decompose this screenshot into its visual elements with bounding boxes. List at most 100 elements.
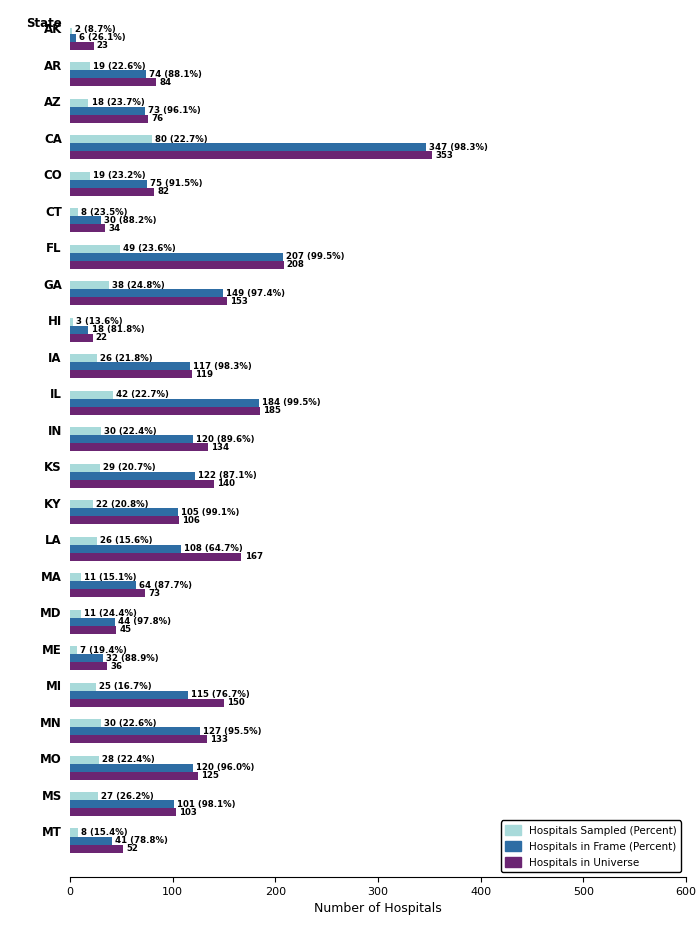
Text: GA: GA	[43, 279, 62, 292]
Text: 36: 36	[110, 661, 122, 671]
Bar	[70, 808, 176, 816]
Bar	[70, 654, 103, 662]
Text: 32 (88.9%): 32 (88.9%)	[106, 654, 159, 662]
Text: MD: MD	[41, 607, 62, 620]
Text: CA: CA	[44, 132, 62, 146]
Bar	[70, 545, 181, 552]
Text: 75 (91.5%): 75 (91.5%)	[150, 179, 202, 188]
Text: KY: KY	[44, 497, 62, 510]
Bar	[70, 844, 123, 853]
Text: MI: MI	[46, 680, 62, 693]
Bar	[70, 34, 76, 42]
Bar	[70, 106, 145, 115]
Text: 6 (26.1%): 6 (26.1%)	[79, 34, 126, 42]
Text: MN: MN	[40, 717, 62, 730]
Text: 45: 45	[119, 625, 132, 634]
Bar	[70, 500, 92, 508]
Bar	[70, 508, 178, 516]
Text: 26 (21.8%): 26 (21.8%)	[100, 354, 153, 363]
Text: 127 (95.5%): 127 (95.5%)	[204, 727, 262, 735]
Text: 8 (23.5%): 8 (23.5%)	[81, 208, 128, 216]
Bar	[70, 407, 260, 415]
Text: 76: 76	[151, 115, 163, 123]
Bar	[70, 260, 284, 269]
Bar	[70, 78, 156, 87]
Bar	[70, 115, 148, 123]
Text: 80 (22.7%): 80 (22.7%)	[155, 134, 208, 144]
Text: 3 (13.6%): 3 (13.6%)	[76, 317, 122, 327]
Text: 30 (88.2%): 30 (88.2%)	[104, 216, 156, 225]
Text: 18 (23.7%): 18 (23.7%)	[92, 98, 144, 107]
Text: 115 (76.7%): 115 (76.7%)	[191, 690, 250, 699]
Bar	[70, 398, 259, 407]
Text: 73 (96.1%): 73 (96.1%)	[148, 106, 201, 116]
Text: 134: 134	[211, 443, 229, 452]
Text: 101 (98.1%): 101 (98.1%)	[177, 800, 235, 809]
Text: 120 (89.6%): 120 (89.6%)	[196, 435, 255, 444]
Bar	[70, 289, 223, 298]
Bar	[70, 208, 78, 216]
Text: AR: AR	[43, 60, 62, 73]
Bar	[70, 837, 112, 844]
Text: 149 (97.4%): 149 (97.4%)	[226, 288, 285, 298]
Text: 207 (99.5%): 207 (99.5%)	[286, 252, 344, 261]
Text: 106: 106	[182, 516, 199, 524]
Text: 74 (88.1%): 74 (88.1%)	[149, 70, 202, 78]
Text: 140: 140	[217, 480, 234, 488]
Text: CT: CT	[45, 206, 62, 218]
Text: MA: MA	[41, 571, 62, 584]
Bar	[70, 443, 208, 452]
Text: 119: 119	[195, 369, 214, 379]
Text: 73: 73	[148, 589, 160, 598]
Bar	[70, 281, 109, 289]
Text: HI: HI	[48, 315, 62, 328]
Text: 29 (20.7%): 29 (20.7%)	[103, 463, 155, 472]
Text: MT: MT	[42, 826, 62, 839]
Text: 353: 353	[435, 151, 454, 160]
Bar	[70, 472, 195, 480]
Bar	[70, 573, 81, 581]
Text: FL: FL	[46, 243, 62, 256]
Bar	[70, 151, 433, 160]
Bar	[70, 516, 178, 524]
Text: 103: 103	[178, 808, 197, 816]
Bar	[70, 626, 116, 634]
Text: 122 (87.1%): 122 (87.1%)	[198, 471, 257, 480]
Text: 184 (99.5%): 184 (99.5%)	[262, 398, 321, 407]
Text: 82: 82	[158, 188, 169, 196]
Text: 11 (15.1%): 11 (15.1%)	[85, 573, 137, 581]
Text: 49 (23.6%): 49 (23.6%)	[123, 244, 176, 253]
Bar	[70, 99, 88, 106]
Text: 84: 84	[160, 77, 172, 87]
Bar	[70, 589, 145, 597]
Text: 120 (96.0%): 120 (96.0%)	[196, 763, 255, 773]
Bar	[70, 244, 120, 253]
Text: 19 (22.6%): 19 (22.6%)	[92, 62, 145, 71]
Text: 108 (64.7%): 108 (64.7%)	[184, 544, 243, 553]
Bar	[70, 763, 193, 772]
Text: 167: 167	[244, 552, 262, 561]
Bar	[70, 26, 72, 34]
Text: IN: IN	[48, 425, 62, 438]
Bar	[70, 362, 190, 370]
Bar	[70, 334, 92, 341]
Bar	[70, 70, 146, 78]
Text: 30 (22.4%): 30 (22.4%)	[104, 426, 157, 436]
Text: 150: 150	[227, 698, 245, 707]
Text: 27 (26.2%): 27 (26.2%)	[101, 791, 153, 801]
Bar	[70, 536, 97, 545]
Text: 22: 22	[96, 333, 108, 342]
Text: ME: ME	[42, 644, 62, 657]
Text: 25 (16.7%): 25 (16.7%)	[99, 682, 151, 691]
Bar	[70, 188, 154, 196]
Text: LA: LA	[46, 534, 62, 547]
Bar	[70, 355, 97, 362]
Text: 41 (78.8%): 41 (78.8%)	[116, 836, 168, 845]
Bar	[70, 735, 206, 743]
Bar	[70, 772, 198, 780]
Text: 8 (15.4%): 8 (15.4%)	[81, 828, 128, 837]
Text: IL: IL	[50, 388, 62, 401]
Bar	[70, 42, 94, 49]
Bar	[70, 756, 99, 763]
Text: 18 (81.8%): 18 (81.8%)	[92, 326, 144, 334]
